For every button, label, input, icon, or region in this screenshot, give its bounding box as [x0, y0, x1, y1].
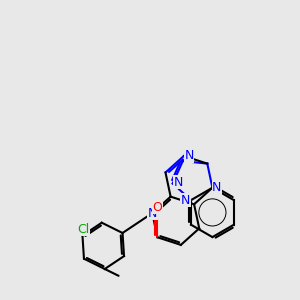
Text: N: N — [181, 194, 190, 207]
Text: N: N — [212, 181, 222, 194]
Text: O: O — [152, 201, 162, 214]
Text: N: N — [184, 149, 194, 163]
Text: Cl: Cl — [77, 223, 89, 236]
Text: N: N — [174, 176, 183, 189]
Text: N: N — [148, 207, 157, 220]
